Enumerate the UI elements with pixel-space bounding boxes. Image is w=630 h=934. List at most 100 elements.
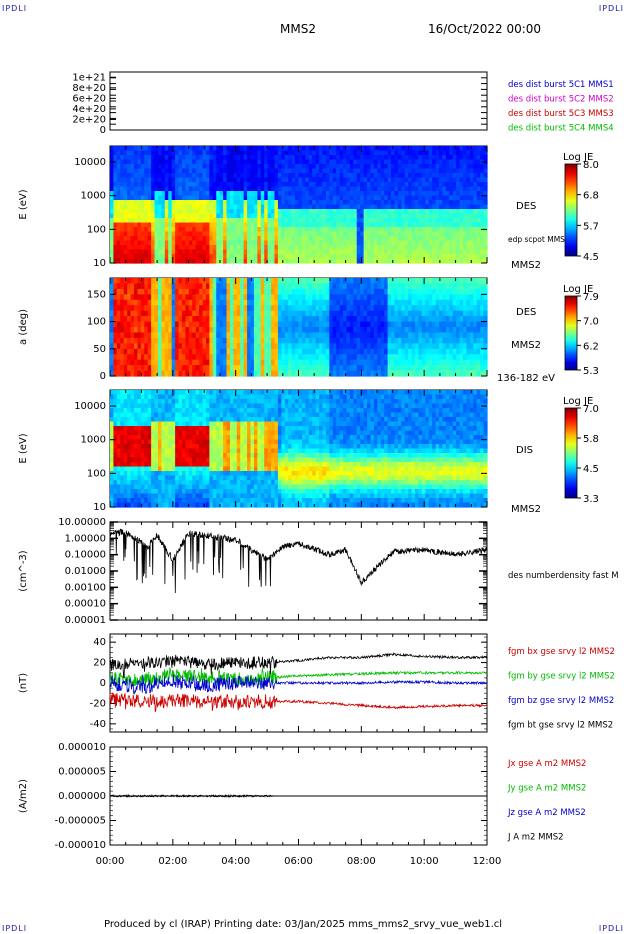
current-legend-item: Jz gse A m2 MMS2 [507,808,586,818]
page-title: MMS2 [280,22,316,36]
des-energy-instrument: DES [516,201,536,212]
bfield-legend-item: fgm by gse srvy l2 MMS2 [508,672,615,682]
current-ytick-label: 0.000000 [58,791,106,802]
des-pitch-ytick-label: 150 [87,289,106,300]
des-pitch-colorbar-tick: 5.3 [583,366,599,377]
bfield-ytick-label: 20 [93,658,106,669]
x-tick-label: 04:00 [221,856,250,867]
dist-legend-item: des dist burst 5C3 MMS3 [508,109,614,119]
des-energy-colorbar [564,163,578,257]
panel-density [109,521,488,621]
x-tick-label: 08:00 [347,856,376,867]
des-energy-ytick-label: 1000 [81,191,106,202]
dis-energy-spacecraft: MMS2 [511,504,541,515]
des-energy-ytick-label: 10000 [74,157,106,168]
des-energy-colorbar-title: Log JE [563,152,593,163]
density-ylabel: (cm^-3) [18,550,29,591]
dist-legend-item: des dist burst 5C2 MMS2 [508,95,614,105]
density-ytick-label: 0.00001 [65,615,106,626]
des-energy-ylabel: E (eV) [18,189,29,219]
dis-energy-ytick-label: 100 [87,468,106,479]
bfield-ytick-label: -20 [90,698,106,709]
des-energy-spectrogram [110,146,488,264]
bfield-legend-item: fgm bx gse srvy l2 MMS2 [508,647,615,657]
des-pitch-colorbar-tick: 6.2 [583,341,599,352]
dis-energy-colorbar-tick: 4.5 [583,464,599,475]
des-pitch-instrument: DES [516,307,536,318]
des-energy-colorbar-tick: 6.8 [583,191,599,202]
panel-dist-burst [109,71,488,131]
x-tick-label: 12:00 [473,856,502,867]
bfield-series-line [109,667,488,687]
des-pitch-spacecraft: MMS2 [511,340,541,351]
des-pitch-spectrogram [110,278,488,377]
des-pitch-ytick-label: 0 [100,371,106,382]
bfield-ytick-label: -40 [90,719,106,730]
des-pitch-ytick-label: 100 [87,317,106,328]
current-ytick-label: 0.000005 [58,767,106,778]
dis-energy-ytick-label: 10 [93,502,106,513]
dis-energy-ylabel: E (eV) [18,433,29,463]
dist-ytick-label: 4e+20 [72,104,106,115]
footer-text: Produced by cl (IRAP) Printing date: 03/… [104,919,503,930]
des-energy-colorbar-tick: 4.5 [583,252,599,263]
current-ytick-label: -0.000005 [55,816,106,827]
dis-energy-colorbar-tick: 5.8 [583,434,599,445]
dist-legend-item: des dist burst 5C1 MMS1 [508,80,614,90]
des-pitch-colorbar-tick: 7.0 [583,317,599,328]
dist-ytick-label: 6e+20 [72,93,106,104]
corner-label-tr: IPDLI [598,4,624,13]
density-ytick-label: 0.01000 [65,566,106,577]
dis-energy-instrument: DIS [516,445,533,456]
bfield-legend-item: fgm bz gse srvy l2 MMS2 [508,696,614,706]
corner-label-tl: IPDLI [2,4,28,13]
x-tick-label: 06:00 [284,856,313,867]
des-pitch-energy-range: 136-182 eV [497,373,555,384]
des-pitch-ytick-label: 50 [93,344,106,355]
bfield-ylabel: (nT) [18,673,29,693]
bfield-ytick-label: 40 [93,637,106,648]
current-legend-item: Jy gse A m2 MMS2 [507,784,586,794]
des-pitch-colorbar [564,295,578,371]
corner-label-br: IPDLI [598,924,624,933]
des-pitch-colorbar-title: Log JE [563,284,593,295]
des-energy-colorbar-tick: 8.0 [583,160,599,171]
dist-ytick-label: 8e+20 [72,83,106,94]
dis-energy-ytick-label: 1000 [81,435,106,446]
current-ylabel: (A/m2) [18,779,29,813]
density-ytick-label: 0.10000 [65,550,106,561]
dis-energy-colorbar-tick: 3.3 [583,494,599,505]
des-energy-overlay-label: edp scpot MMS2 [508,235,570,244]
dist-ytick-label: 1e+21 [72,72,106,83]
bfield-legend-item: fgm bt gse srvy l2 MMS2 [508,721,613,731]
corner-label-bl: IPDLI [2,924,28,933]
current-series-line [109,793,274,799]
page-date: 16/Oct/2022 00:00 [428,22,542,36]
des-energy-spacecraft: MMS2 [511,260,541,271]
density-ytick-label: 10.00000 [58,517,106,528]
current-ytick-label: -0.000010 [55,840,106,851]
bfield-series-line [109,692,488,713]
des-pitch-colorbar-tick: 7.9 [583,292,599,303]
current-legend-item: Jx gse A m2 MMS2 [507,759,586,769]
dist-legend-item: des dist burst 5C4 MMS4 [508,124,614,134]
dist-ytick-label: 2e+20 [72,114,106,125]
current-ytick-label: 0.000010 [58,742,106,753]
density-legend-item: des numberdensity fast M [508,571,619,581]
x-tick-label: 00:00 [96,856,125,867]
dis-energy-colorbar-tick: 7.0 [583,404,599,415]
density-ytick-label: 0.00010 [65,599,106,610]
des-pitch-ylabel: a (deg) [18,309,29,345]
dist-ytick-label: 0 [100,125,106,136]
des-energy-colorbar-tick: 5.7 [583,221,599,232]
density-series-line [109,528,488,594]
x-tick-label: 10:00 [410,856,439,867]
dis-energy-colorbar-title: Log JE [563,396,593,407]
des-energy-ytick-label: 10 [93,258,106,269]
density-ytick-label: 0.00100 [65,582,106,593]
dis-energy-spectrogram [110,390,488,508]
bfield-series-line [109,651,488,679]
dis-energy-ytick-label: 10000 [74,401,106,412]
density-ytick-label: 1.00000 [65,533,106,544]
